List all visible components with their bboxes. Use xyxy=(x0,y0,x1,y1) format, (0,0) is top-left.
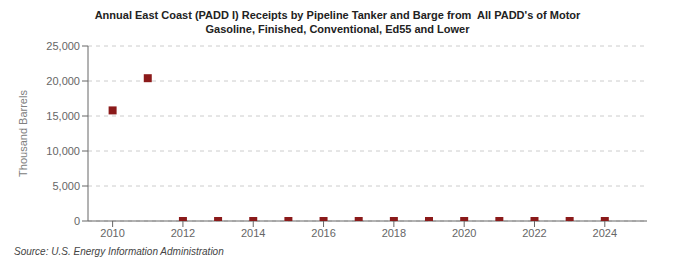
html-text:Annual East Coast (PADD I) Rec: Annual East Coast (PADD I) Receipts by P… xyxy=(94,9,581,21)
svg-text:2014: 2014 xyxy=(241,227,265,239)
svg-text:2018: 2018 xyxy=(382,227,406,239)
svg-text:5,000: 5,000 xyxy=(52,180,80,192)
svg-text:15,000: 15,000 xyxy=(46,110,80,122)
svg-text:2020: 2020 xyxy=(452,227,476,239)
svg-text:0: 0 xyxy=(74,215,80,227)
html-text:Gasoline, Finished, Convention: Gasoline, Finished, Conventional, Ed55 a… xyxy=(205,23,470,35)
svg-text:2016: 2016 xyxy=(311,227,335,239)
svg-text:2024: 2024 xyxy=(593,227,617,239)
html-text:Source: U.S. Energy Informatio: Source: U.S. Energy Information Administ… xyxy=(14,246,224,257)
svg-text:2012: 2012 xyxy=(171,227,195,239)
svg-text:10,000: 10,000 xyxy=(46,145,80,157)
svg-text:20,000: 20,000 xyxy=(46,75,80,87)
svg-text:2010: 2010 xyxy=(100,227,124,239)
svg-text:Thousand Barrels: Thousand Barrels xyxy=(17,90,29,177)
svg-text:2022: 2022 xyxy=(522,227,546,239)
svg-text:25,000: 25,000 xyxy=(46,40,80,52)
